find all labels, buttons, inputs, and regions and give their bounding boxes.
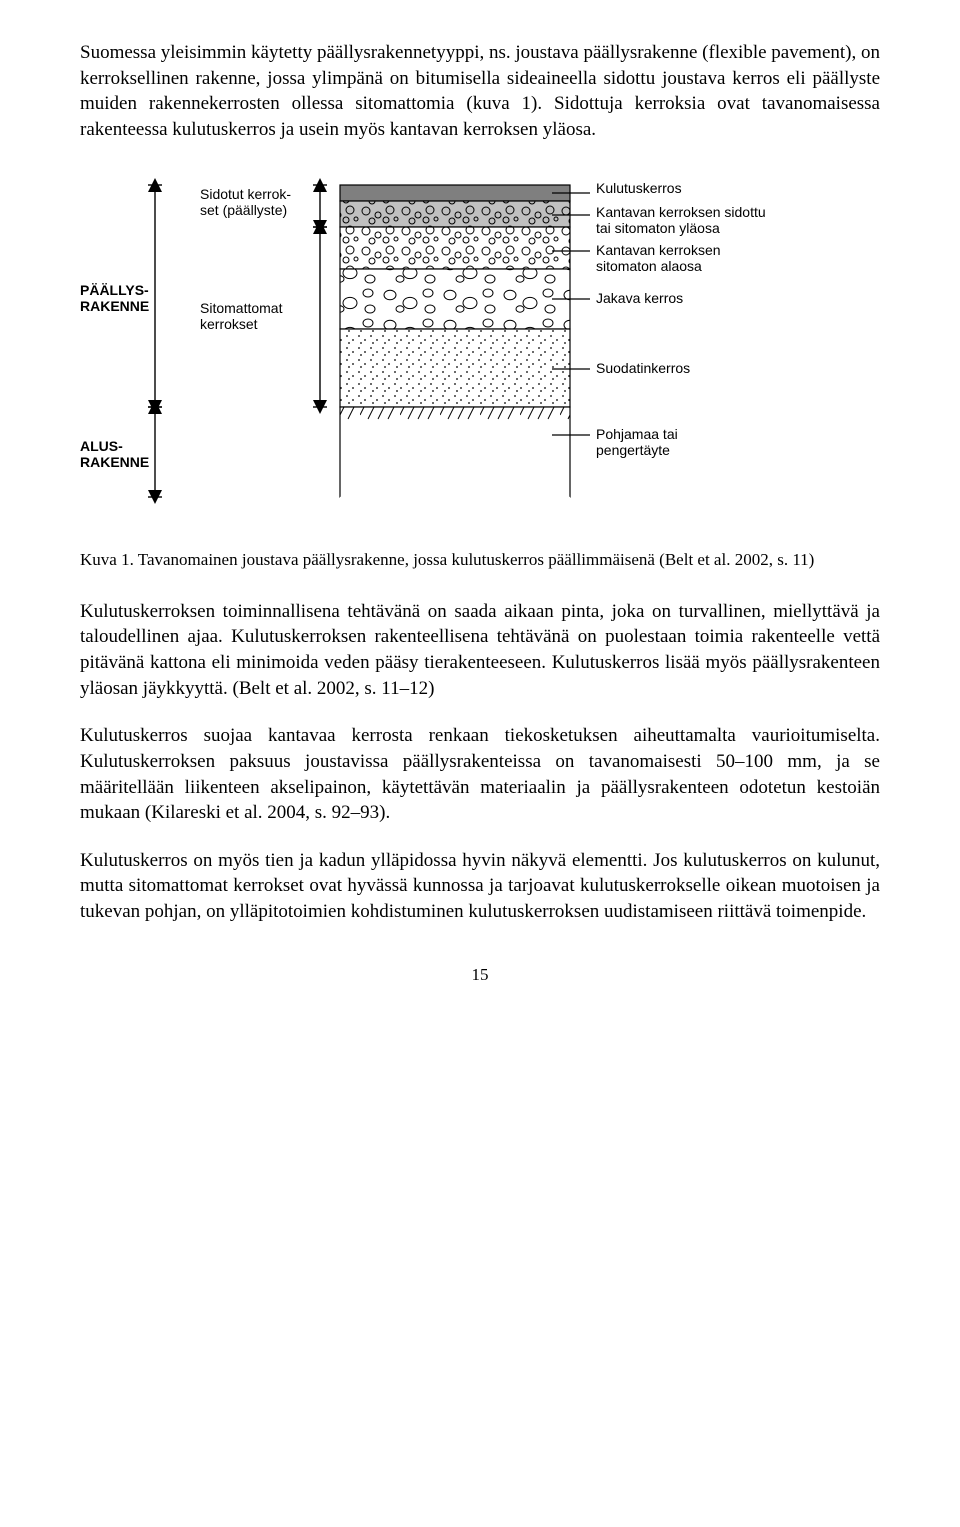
svg-text:Jakava kerros: Jakava kerros <box>596 290 683 306</box>
svg-text:PÄÄLLYS-RAKENNE: PÄÄLLYS-RAKENNE <box>80 282 149 314</box>
svg-text:ALUS-RAKENNE: ALUS-RAKENNE <box>80 438 149 470</box>
paragraph-4: Kulutuskerros on myös tien ja kadun yllä… <box>80 848 880 925</box>
page-number: 15 <box>80 965 880 985</box>
svg-text:Kantavan kerroksen sidottutai: Kantavan kerroksen sidottutai sitomaton … <box>596 204 766 236</box>
layer-kulutuskerros <box>340 185 570 201</box>
paragraph-3: Kulutuskerros suojaa kantavaa kerrosta r… <box>80 723 880 826</box>
figure-svg: PÄÄLLYS-RAKENNE ALUS-RAKENNE Sidotut kerro… <box>80 165 840 535</box>
paragraph-2: Kulutuskerroksen toiminnallisena tehtävä… <box>80 599 880 702</box>
paragraph-1: Suomessa yleisimmin käytetty päällysrake… <box>80 40 880 143</box>
figure-1: PÄÄLLYS-RAKENNE ALUS-RAKENNE Sidotut kerro… <box>80 165 880 535</box>
svg-text:Kantavan kerroksensitomaton al: Kantavan kerroksensitomaton alaosa <box>596 242 721 274</box>
figure-caption: Kuva 1. Tavanomainen joustava päällysrak… <box>80 549 880 571</box>
svg-text:Kulutuskerros: Kulutuskerros <box>596 180 682 196</box>
svg-text:Sidotut kerrok-set (päällyste): Sidotut kerrok-set (päällyste) <box>200 186 291 218</box>
svg-text:Suodatinkerros: Suodatinkerros <box>596 360 690 376</box>
svg-text:Sitomattomatkerrokset: Sitomattomatkerrokset <box>200 300 283 332</box>
svg-text:Pohjamaa taipengertäyte: Pohjamaa taipengertäyte <box>596 426 678 458</box>
page: Suomessa yleisimmin käytetty päällysrake… <box>0 0 960 1025</box>
